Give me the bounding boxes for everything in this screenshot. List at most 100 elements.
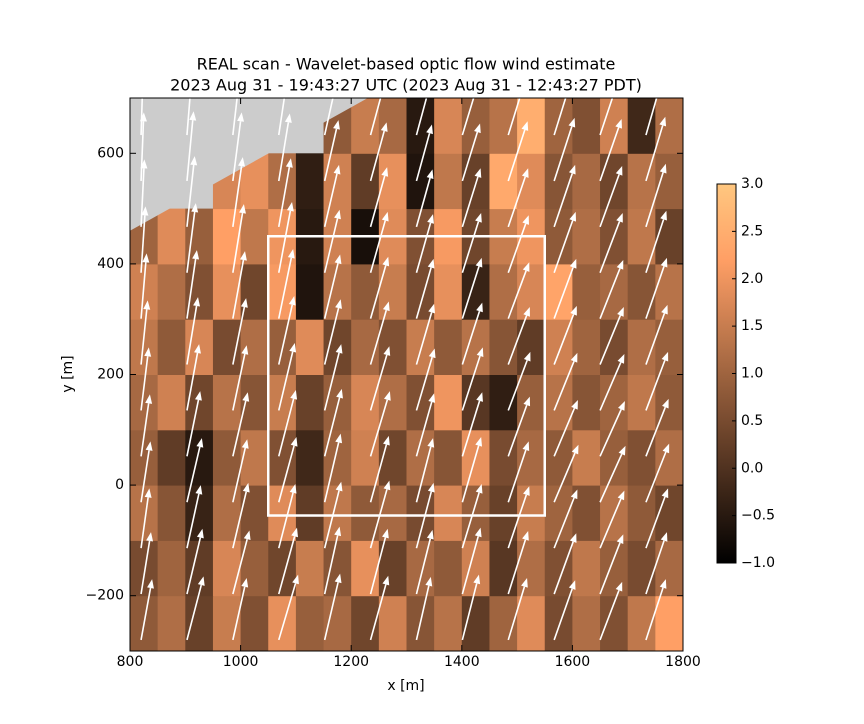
heatmap-cell bbox=[378, 595, 407, 651]
y-tick-label: 0 bbox=[115, 477, 124, 493]
heatmap-cell bbox=[517, 153, 546, 210]
colorbar-tick-label: −0.5 bbox=[741, 508, 775, 524]
wind-arrow bbox=[553, 399, 578, 457]
colorbar-tick-label: 3.0 bbox=[741, 176, 763, 192]
heatmap-cell bbox=[600, 263, 629, 320]
wind-arrow bbox=[599, 213, 623, 274]
heatmap-cell bbox=[351, 98, 380, 154]
heatmap-cell bbox=[157, 540, 186, 597]
wind-arrow bbox=[415, 124, 433, 182]
wind-arrow bbox=[232, 578, 249, 641]
heatmap-cell bbox=[212, 374, 242, 431]
wind-arrow bbox=[553, 258, 577, 319]
wind-arrow bbox=[553, 533, 577, 595]
wind-arrow bbox=[186, 250, 200, 319]
wind-arrow bbox=[507, 215, 529, 274]
wind-arrow bbox=[645, 579, 667, 641]
heatmap-cell bbox=[378, 98, 407, 154]
wind-arrow bbox=[461, 213, 482, 273]
wind-arrow bbox=[369, 256, 390, 319]
heatmap-cell bbox=[157, 374, 186, 431]
wind-arrow bbox=[140, 488, 152, 549]
wind-arrow bbox=[140, 579, 154, 641]
wind-arrow bbox=[507, 262, 530, 319]
wind-arrow bbox=[507, 351, 531, 411]
region-box bbox=[267, 235, 546, 517]
heatmap-cell bbox=[434, 595, 463, 651]
heatmap-cell bbox=[212, 263, 242, 320]
wind-arrow bbox=[599, 490, 625, 549]
heatmap-cell bbox=[517, 429, 546, 486]
heatmap-cell bbox=[572, 263, 601, 320]
wind-arrow bbox=[645, 257, 668, 319]
wind-arrow bbox=[415, 98, 428, 136]
heatmap-cell bbox=[295, 319, 325, 375]
heatmap-cell bbox=[406, 374, 435, 431]
x-axis-label: x [m] bbox=[387, 678, 424, 694]
wind-arrow bbox=[645, 351, 669, 411]
heatmap-cell bbox=[434, 374, 463, 431]
wind-arrow bbox=[277, 295, 296, 365]
wind-arrow bbox=[461, 168, 482, 228]
heatmap-cell bbox=[434, 153, 463, 210]
heatmap-cell bbox=[157, 429, 186, 486]
heatmap-cell bbox=[351, 153, 380, 210]
colorbar-tick-label: 0.0 bbox=[741, 460, 763, 476]
wind-arrow bbox=[415, 529, 434, 595]
heatmap-cell bbox=[295, 540, 325, 597]
heatmap-cell bbox=[295, 485, 325, 541]
wind-arrow bbox=[232, 98, 238, 136]
wind-arrow bbox=[186, 156, 198, 227]
heatmap-cell bbox=[406, 429, 435, 486]
wind-arrow bbox=[232, 157, 246, 227]
heatmap-cell bbox=[434, 429, 463, 486]
axes: 800 1000 1200 1400 1600 1800 −200 0 200 400 600 −1.… bbox=[86, 97, 775, 670]
wind-arrow bbox=[369, 301, 390, 365]
heatmap-cell bbox=[461, 263, 490, 320]
wind-arrow bbox=[232, 298, 248, 365]
heatmap-cell bbox=[185, 429, 214, 486]
wind-arrow bbox=[645, 532, 668, 595]
wind-arrow bbox=[186, 111, 197, 182]
wind-arrow bbox=[369, 98, 382, 136]
x-tick-label: 800 bbox=[117, 654, 144, 670]
heatmap-cell bbox=[240, 595, 269, 651]
wind-arrow bbox=[277, 201, 294, 273]
wind-arrow bbox=[553, 444, 579, 503]
wind-arrow bbox=[553, 117, 576, 182]
heatmap-cell bbox=[600, 429, 629, 486]
heatmap-cell bbox=[627, 319, 656, 375]
wind-arrow bbox=[645, 304, 668, 365]
wind-arrow bbox=[140, 206, 149, 273]
wind-arrow bbox=[369, 391, 391, 457]
heatmap-cell bbox=[572, 98, 601, 154]
wind-arrow bbox=[507, 486, 530, 549]
heatmap-cell bbox=[655, 595, 683, 651]
wind-arrow bbox=[461, 123, 481, 182]
heatmap-cell bbox=[517, 263, 546, 320]
colorbar-tick-label: 1.0 bbox=[741, 366, 763, 382]
y-tick-label: 600 bbox=[97, 145, 124, 161]
wind-arrow bbox=[507, 578, 528, 641]
heatmap-cell bbox=[544, 98, 573, 154]
wind-arrow bbox=[140, 300, 151, 365]
wind-arrow bbox=[277, 98, 286, 136]
heatmap-cell bbox=[185, 595, 214, 651]
wind-arrow bbox=[277, 158, 293, 227]
heatmap-cell bbox=[157, 595, 186, 651]
x-tick-label: 1800 bbox=[665, 654, 701, 670]
heatmap-cell bbox=[240, 429, 269, 486]
heatmap-cell bbox=[572, 429, 601, 486]
wind-arrow bbox=[277, 389, 298, 457]
chart-subtitle: 2023 Aug 31 - 19:43:27 UTC (2023 Aug 31 … bbox=[170, 76, 642, 95]
wind-arrow bbox=[232, 251, 247, 319]
heatmap-cell bbox=[627, 540, 656, 597]
heatmap-cell bbox=[157, 263, 186, 320]
wind-arrow bbox=[415, 169, 434, 228]
wind-arrow bbox=[415, 214, 434, 273]
heatmap-cell bbox=[517, 595, 546, 651]
heatmap-cell bbox=[268, 595, 297, 651]
wind-arrow bbox=[461, 302, 483, 365]
heatmap-cell bbox=[240, 319, 269, 375]
heatmap-cell bbox=[517, 485, 546, 541]
